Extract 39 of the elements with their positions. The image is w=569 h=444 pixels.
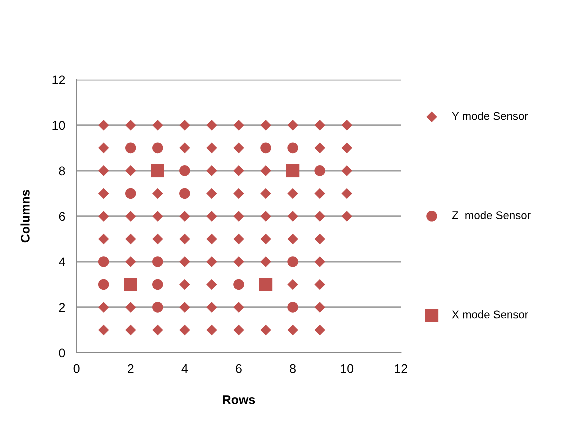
point <box>98 279 110 290</box>
y-tick-label: 12 <box>52 76 66 84</box>
x-tick-label: 0 <box>74 364 80 374</box>
point <box>288 142 298 154</box>
point <box>125 188 136 200</box>
point <box>152 256 164 268</box>
y-tick-label: 8 <box>59 166 66 176</box>
y-tick-label: 0 <box>59 348 66 358</box>
point <box>151 164 164 178</box>
point <box>288 302 298 313</box>
point <box>180 166 190 176</box>
point <box>288 256 298 268</box>
point <box>180 188 190 200</box>
point <box>152 142 164 154</box>
point <box>124 278 138 292</box>
y-tick-label: 6 <box>59 212 66 222</box>
point <box>98 256 110 268</box>
point <box>259 278 273 292</box>
x-tick-label: 6 <box>236 364 242 374</box>
point <box>260 142 272 154</box>
point <box>152 302 164 313</box>
legend-label: Y mode Sensor <box>452 112 528 120</box>
x-tick-label: 10 <box>341 364 354 374</box>
legend-label: X mode Sensor <box>452 310 528 319</box>
x-tick-label: 8 <box>290 364 296 374</box>
x-tick-label: 2 <box>128 364 134 374</box>
x-axis-title: Rows <box>223 396 256 404</box>
point <box>286 164 300 178</box>
point <box>125 142 136 154</box>
y-tick-label: 2 <box>59 303 66 312</box>
y-tick-label: 4 <box>59 258 66 266</box>
point <box>152 279 164 290</box>
legend-label: Z mode Sensor <box>452 211 531 220</box>
point <box>314 166 326 176</box>
y-tick-label: 10 <box>52 121 66 130</box>
y-axis-title: Columns <box>20 190 30 243</box>
x-tick-label: 12 <box>395 364 408 374</box>
point <box>234 279 244 290</box>
x-tick-label: 4 <box>182 364 188 374</box>
